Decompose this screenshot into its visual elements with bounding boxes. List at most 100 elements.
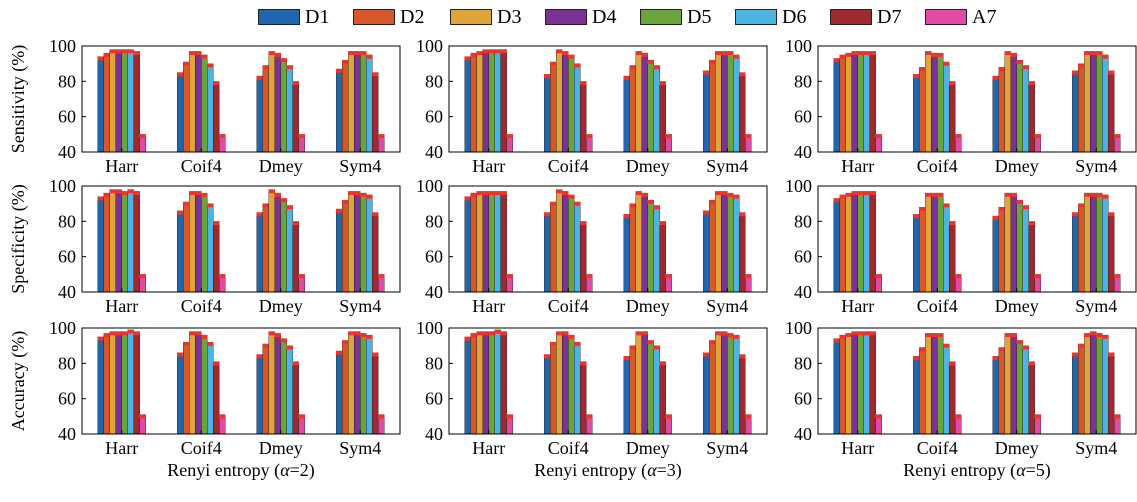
bar-error-cap <box>998 66 1006 71</box>
bar-a7 <box>955 135 962 153</box>
bar-a7 <box>745 275 752 293</box>
y-tick-label: 100 <box>49 36 76 56</box>
bar-d4 <box>851 52 858 153</box>
bar-error-cap <box>912 74 920 79</box>
bar-d4 <box>1090 333 1097 435</box>
bar-error-cap <box>470 333 478 338</box>
bar-d4 <box>1090 52 1097 153</box>
bar-error-cap <box>476 331 484 336</box>
bar-error-cap <box>549 201 557 206</box>
bar-error-cap <box>833 198 841 203</box>
bar-d2 <box>839 336 846 435</box>
bar-error-cap <box>573 201 581 206</box>
bar-d5 <box>857 333 864 435</box>
bar-d1 <box>1072 214 1079 293</box>
bar-error-cap <box>176 352 184 357</box>
bar-a7 <box>219 135 226 153</box>
x-tick-label: Coif4 <box>917 156 958 176</box>
bar-error-cap <box>218 274 226 279</box>
bar-error-cap <box>262 65 270 70</box>
bar-error-cap <box>488 331 496 336</box>
bar-d6 <box>286 347 293 435</box>
bar-d3 <box>845 194 852 293</box>
bar-error-cap <box>702 210 710 215</box>
x-tick-label: Sym4 <box>706 156 748 176</box>
bar-d6 <box>207 205 214 293</box>
x-tick-label: Harr <box>472 156 505 176</box>
x-tick-label: Harr <box>472 296 505 316</box>
bar-d6 <box>366 336 373 435</box>
bar-d2 <box>103 194 110 293</box>
bar-d3 <box>268 333 275 435</box>
bar-error-cap <box>1071 352 1079 357</box>
y-axis-label: Sensitivity (%) <box>8 45 29 154</box>
bar-error-cap <box>924 333 932 338</box>
bar-error-cap <box>726 51 734 56</box>
bar-error-cap <box>292 361 300 366</box>
bar-d6 <box>653 66 660 153</box>
bar-error-cap <box>954 414 962 419</box>
bar-d2 <box>470 54 477 153</box>
bar-d2 <box>998 349 1005 435</box>
x-tick-label: Coif4 <box>548 296 589 316</box>
bar-d4 <box>721 52 728 153</box>
bar-d4 <box>354 192 361 293</box>
bar-d2 <box>183 203 190 293</box>
bar-error-cap <box>635 51 643 56</box>
bar-error-cap <box>182 341 190 346</box>
bar-error-cap <box>274 333 282 338</box>
bar-d5 <box>1096 194 1103 293</box>
bar-d2 <box>919 208 926 293</box>
bar-a7 <box>665 416 672 435</box>
bar-error-cap <box>851 51 859 56</box>
bar-d5 <box>568 196 575 293</box>
bar-d7 <box>372 74 379 153</box>
bar-d6 <box>943 63 950 153</box>
bar-d4 <box>274 334 281 435</box>
bar-d5 <box>937 334 944 435</box>
bar-error-cap <box>365 54 373 59</box>
bar-error-cap <box>188 191 196 196</box>
x-tick-label: Sym4 <box>339 156 381 176</box>
bar-d5 <box>121 333 128 435</box>
bar-error-cap <box>738 212 746 217</box>
bar-error-cap <box>857 331 865 336</box>
bar-error-cap <box>708 59 716 64</box>
plot-frame <box>817 327 1137 435</box>
bar-error-cap <box>256 212 264 217</box>
x-tick-label: Harr <box>841 156 874 176</box>
bar-error-cap <box>1083 333 1091 338</box>
x-tick-label: Sym4 <box>1075 156 1117 176</box>
bar-d4 <box>482 51 489 153</box>
bar-error-cap <box>1113 414 1121 419</box>
bar-error-cap <box>744 274 752 279</box>
bar-error-cap <box>629 65 637 70</box>
bar-d6 <box>366 56 373 153</box>
bar-error-cap <box>857 51 865 56</box>
x-tick-label: Dmey <box>995 438 1039 458</box>
bar-d3 <box>476 333 483 435</box>
x-tick-label: Dmey <box>626 156 670 176</box>
bar-d7 <box>1108 214 1115 293</box>
bar-d7 <box>949 363 956 435</box>
bar-error-cap <box>206 203 214 208</box>
bar-d6 <box>943 345 950 435</box>
bar-d2 <box>103 334 110 435</box>
plot-frame <box>448 45 768 153</box>
bar-error-cap <box>936 52 944 57</box>
bar-error-cap <box>839 54 847 59</box>
x-tick-label: Sym4 <box>706 296 748 316</box>
bar-error-cap <box>121 191 129 196</box>
bar-error-cap <box>268 331 276 336</box>
bar-a7 <box>875 135 882 153</box>
bar-d7 <box>500 333 507 435</box>
bar-error-cap <box>280 198 288 203</box>
bar-error-cap <box>103 333 111 338</box>
bar-error-cap <box>659 221 667 226</box>
bar-d1 <box>1072 354 1079 435</box>
bar-error-cap <box>659 81 667 86</box>
bar-error-cap <box>127 329 135 334</box>
bar-a7 <box>665 275 672 293</box>
bar-error-cap <box>377 274 385 279</box>
bar-error-cap <box>942 343 950 348</box>
